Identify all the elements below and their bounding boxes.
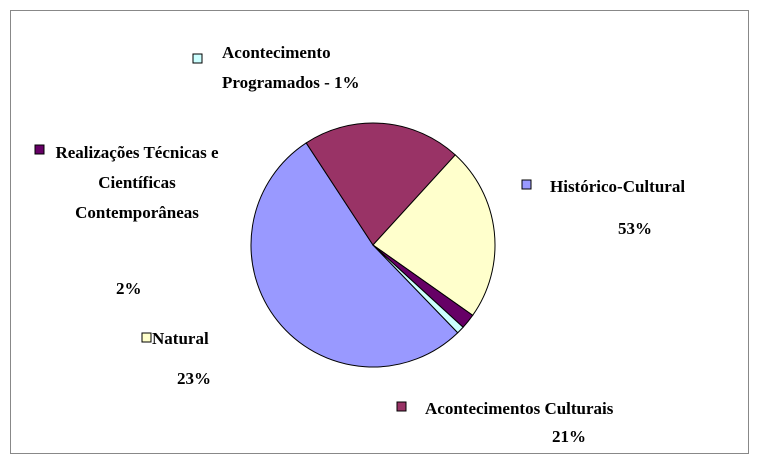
category-label: Histórico-Cultural: [550, 177, 686, 196]
legend-swatch: [192, 53, 203, 64]
pie-slice: [305, 122, 456, 246]
category-label: Acontecimento Programados - 1%: [222, 43, 360, 92]
category-label: Realizações Técnicas e Científicas Conte…: [55, 143, 219, 222]
legend-swatch: [521, 179, 532, 190]
value-label: 53%: [618, 219, 652, 238]
pie-slice: [250, 142, 459, 368]
legend-swatch: [141, 332, 152, 343]
pie-slice: [372, 244, 464, 334]
category-label: Acontecimentos Culturais: [425, 399, 614, 418]
pie-slice: [372, 154, 496, 317]
value-label: 21%: [552, 427, 586, 446]
value-label: 23%: [177, 369, 211, 388]
category-label: Natural: [152, 329, 209, 348]
legend-swatch: [34, 144, 45, 155]
value-label: 2%: [116, 279, 142, 298]
legend-swatch: [396, 401, 407, 412]
